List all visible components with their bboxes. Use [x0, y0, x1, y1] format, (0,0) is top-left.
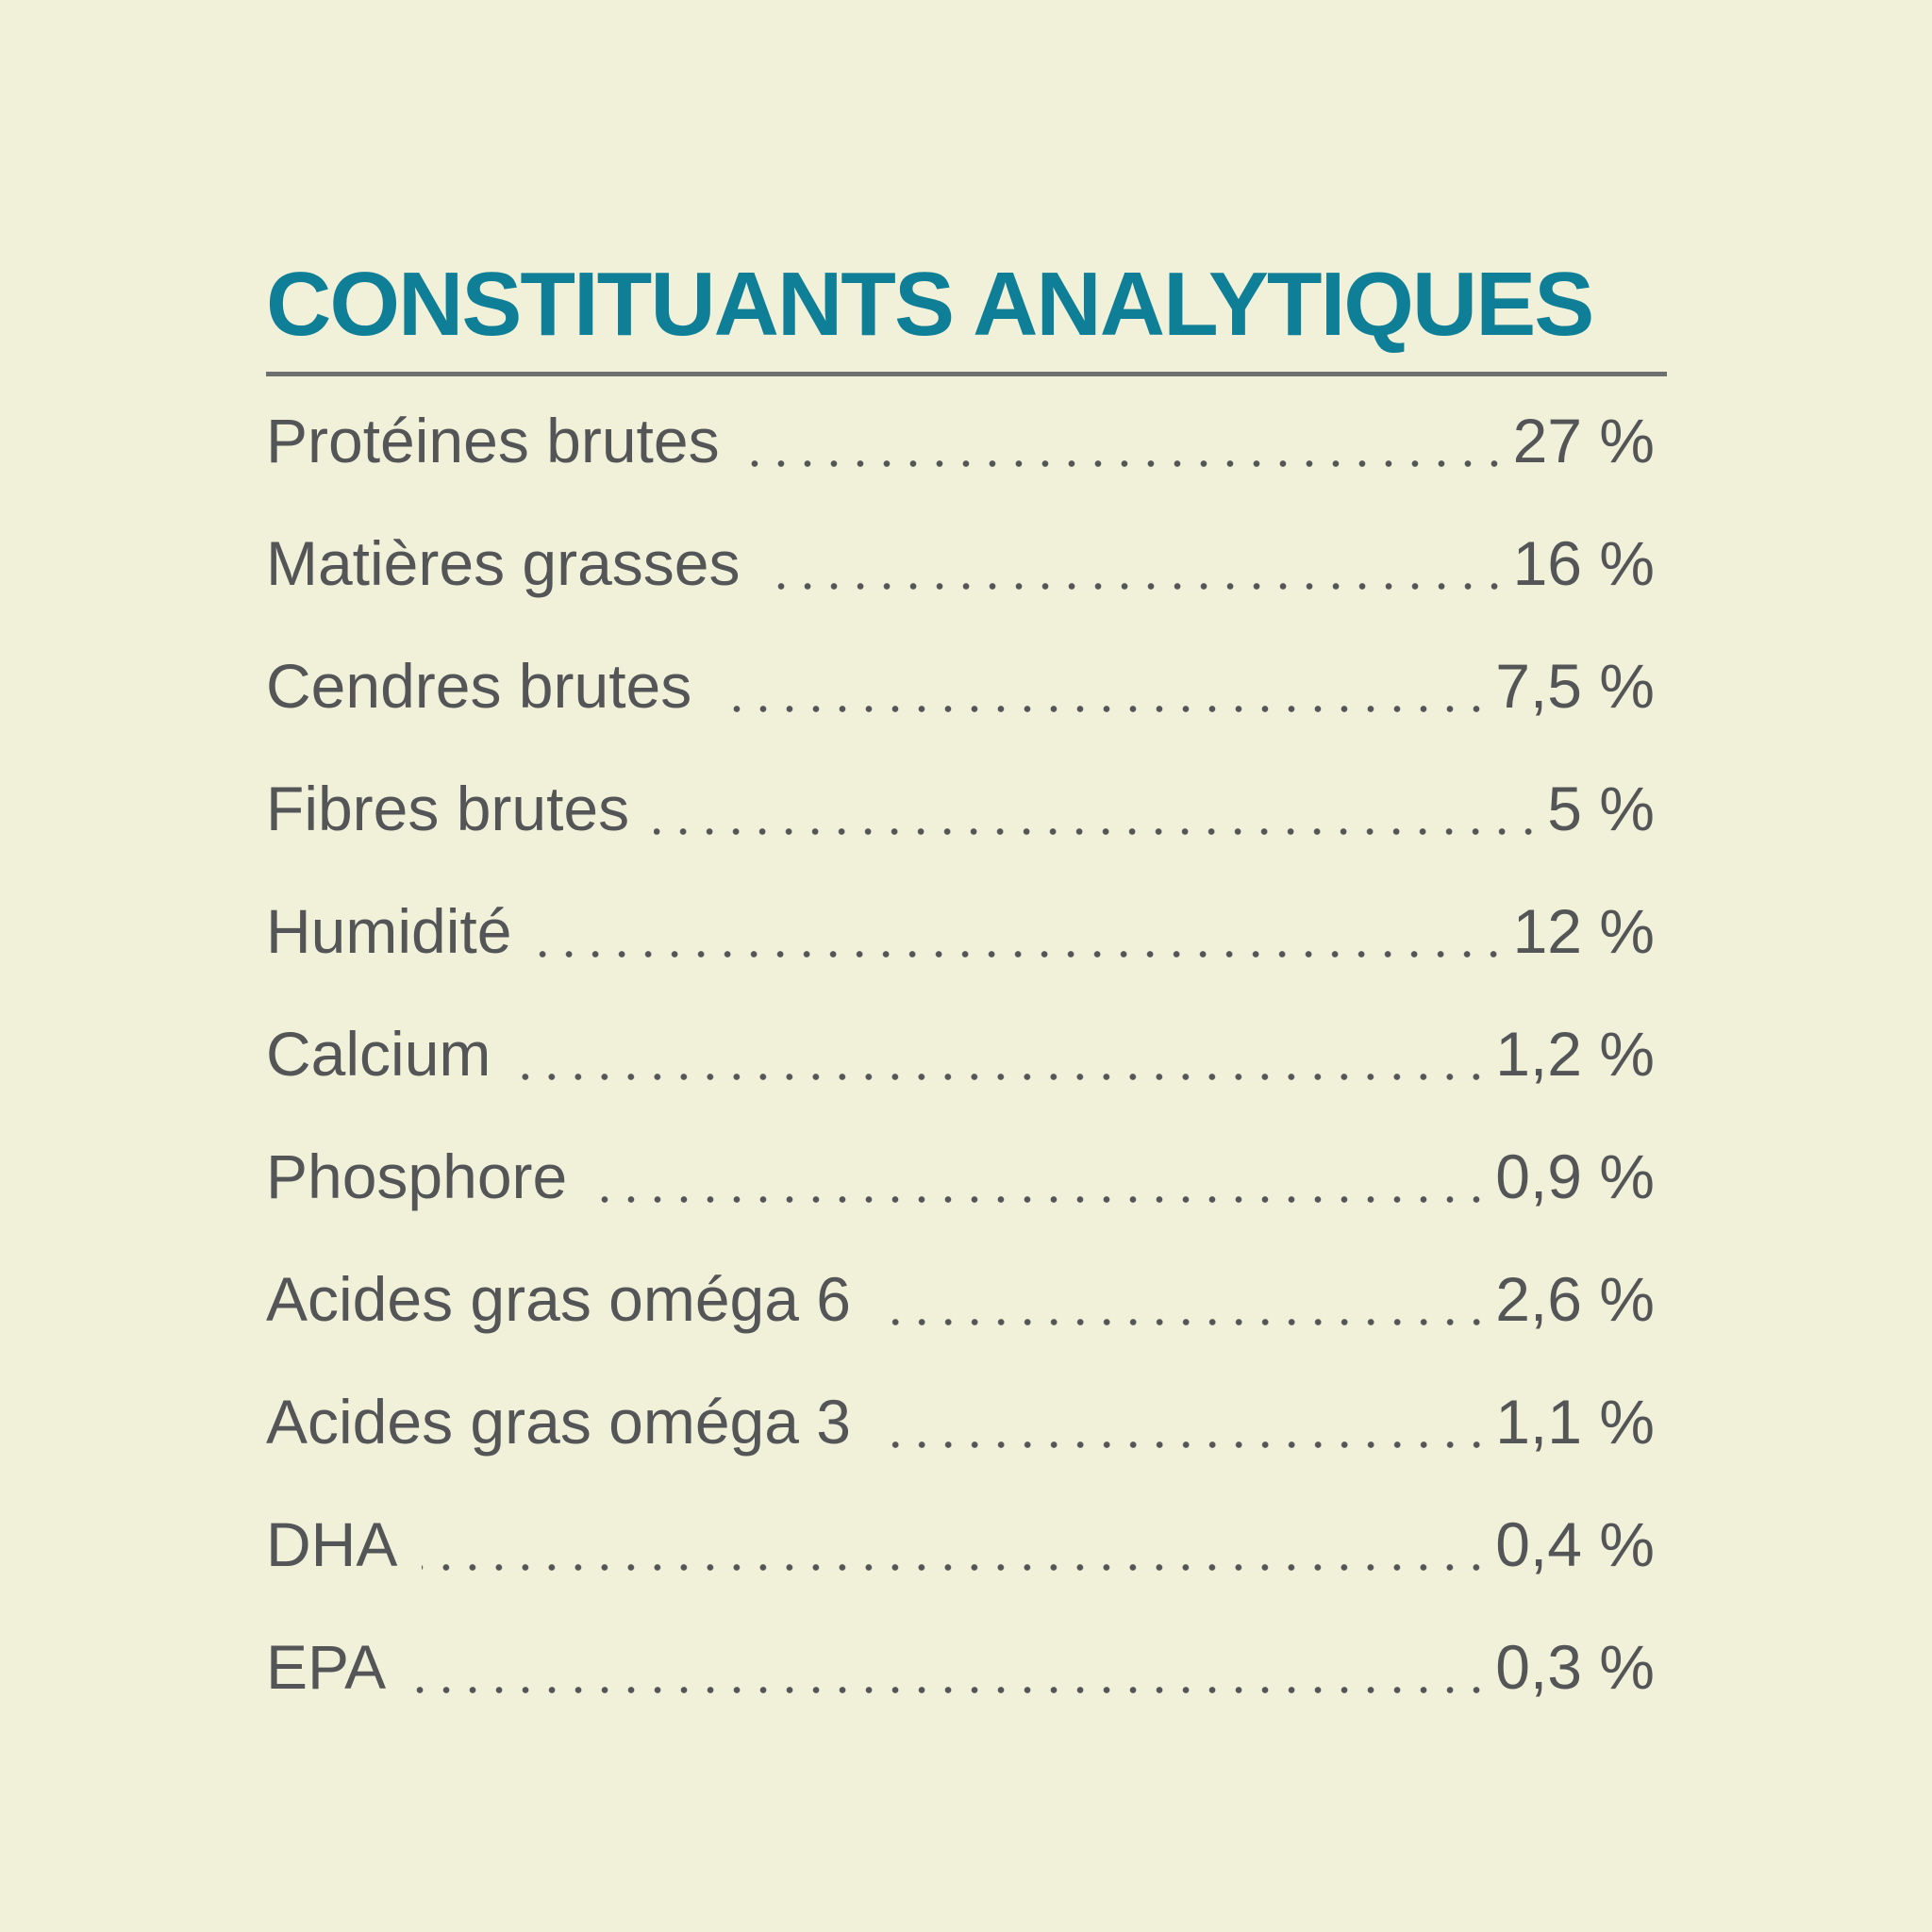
- page-title: CONSTITUANTS ANALYTIQUES: [266, 254, 1594, 355]
- title-divider: [266, 372, 1667, 376]
- list-item: Acides gras oméga 6 2,6 %: [266, 1238, 1655, 1360]
- constituent-label: DHA: [266, 1509, 398, 1579]
- list-item: Fibres brutes 5 %: [266, 747, 1655, 870]
- dot-leader: [536, 950, 1507, 958]
- dot-leader: [764, 582, 1507, 590]
- list-item: Humidité 12 %: [266, 870, 1655, 992]
- constituent-value: 7,5 %: [1495, 651, 1655, 721]
- constituent-value: 2,6 %: [1495, 1264, 1655, 1334]
- constituent-label: Acides gras oméga 6: [266, 1264, 852, 1334]
- constituent-value: 0,3 %: [1495, 1632, 1655, 1702]
- constituent-label: Protéines brutes: [266, 406, 720, 475]
- constituent-label: Calcium: [266, 1019, 491, 1089]
- list-item: Calcium 1,2 %: [266, 992, 1655, 1115]
- constituent-value: 12 %: [1512, 896, 1655, 966]
- list-item: Cendres brutes 7,5 %: [266, 625, 1655, 747]
- list-item: Matières grasses 16 %: [266, 502, 1655, 625]
- constituent-label: Fibres brutes: [266, 774, 630, 843]
- constituent-label: Phosphore: [266, 1141, 568, 1211]
- dot-leader: [654, 827, 1542, 835]
- dot-leader: [875, 1318, 1491, 1325]
- constituent-value: 1,1 %: [1495, 1387, 1655, 1457]
- constituents-list: Protéines brutes 27 % Matières grasses 1…: [266, 379, 1655, 1728]
- constituent-label: Matières grasses: [266, 528, 741, 598]
- constituent-label: EPA: [266, 1632, 387, 1702]
- dot-leader: [422, 1563, 1491, 1571]
- dot-leader: [716, 705, 1491, 712]
- list-item: DHA 0,4 %: [266, 1483, 1655, 1606]
- list-item: Protéines brutes 27 %: [266, 379, 1655, 502]
- constituent-label: Cendres brutes: [266, 651, 692, 721]
- dot-leader: [410, 1686, 1491, 1693]
- constituent-label: Acides gras oméga 3: [266, 1387, 852, 1457]
- constituent-value: 5 %: [1547, 774, 1655, 843]
- constituent-value: 1,2 %: [1495, 1019, 1655, 1089]
- constituent-value: 27 %: [1512, 406, 1655, 475]
- dot-leader: [591, 1195, 1491, 1203]
- list-item: Acides gras oméga 3 1,1 %: [266, 1360, 1655, 1483]
- list-item: EPA 0,3 %: [266, 1606, 1655, 1728]
- list-item: Phosphore 0,9 %: [266, 1115, 1655, 1238]
- constituent-label: Humidité: [266, 896, 512, 966]
- constituent-value: 0,9 %: [1495, 1141, 1655, 1211]
- dot-leader: [875, 1441, 1491, 1448]
- constituent-value: 0,4 %: [1495, 1509, 1655, 1579]
- dot-leader: [515, 1073, 1491, 1080]
- constituent-value: 16 %: [1512, 528, 1655, 598]
- dot-leader: [743, 459, 1507, 467]
